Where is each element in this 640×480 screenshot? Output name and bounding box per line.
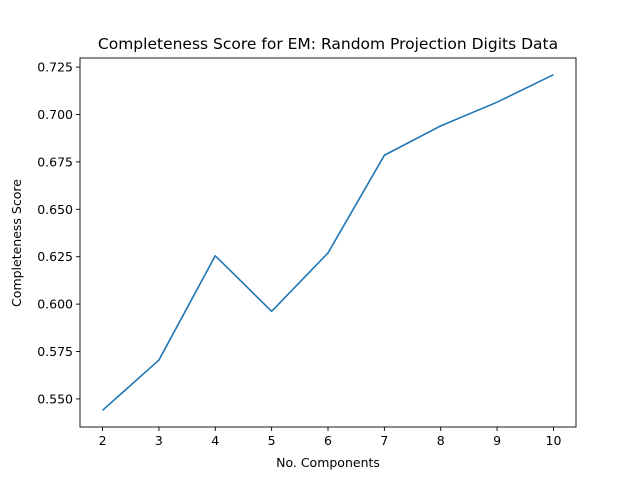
x-tick-label: 6 [324,433,332,448]
series-line [102,73,554,411]
x-axis-title: No. Components [276,455,380,470]
x-tick-label: 8 [437,433,445,448]
x-tick-label: 5 [268,433,276,448]
x-tick-label: 10 [546,433,562,448]
x-axis: 2 3 4 5 6 7 8 9 10 [99,427,562,448]
x-tick-label: 2 [99,433,107,448]
y-tick-label: 0.550 [37,391,73,406]
y-tick-label: 0.700 [37,107,73,122]
y-tick-label: 0.600 [37,297,73,312]
y-tick-label: 0.625 [37,249,73,264]
y-axis-title: Completeness Score [9,179,24,307]
y-axis: 0.550 0.575 0.600 0.625 0.650 0.675 0.700 0.725 [37,60,80,406]
y-tick-label: 0.575 [37,344,73,359]
x-tick-label: 3 [155,433,163,448]
x-tick-label: 9 [493,433,501,448]
x-tick-label: 4 [211,433,219,448]
x-tick-label: 7 [380,433,388,448]
chart-title: Completeness Score for EM: Random Projec… [98,35,558,53]
y-tick-label: 0.675 [37,154,73,169]
y-tick-label: 0.725 [37,60,73,75]
y-tick-label: 0.650 [37,202,73,217]
